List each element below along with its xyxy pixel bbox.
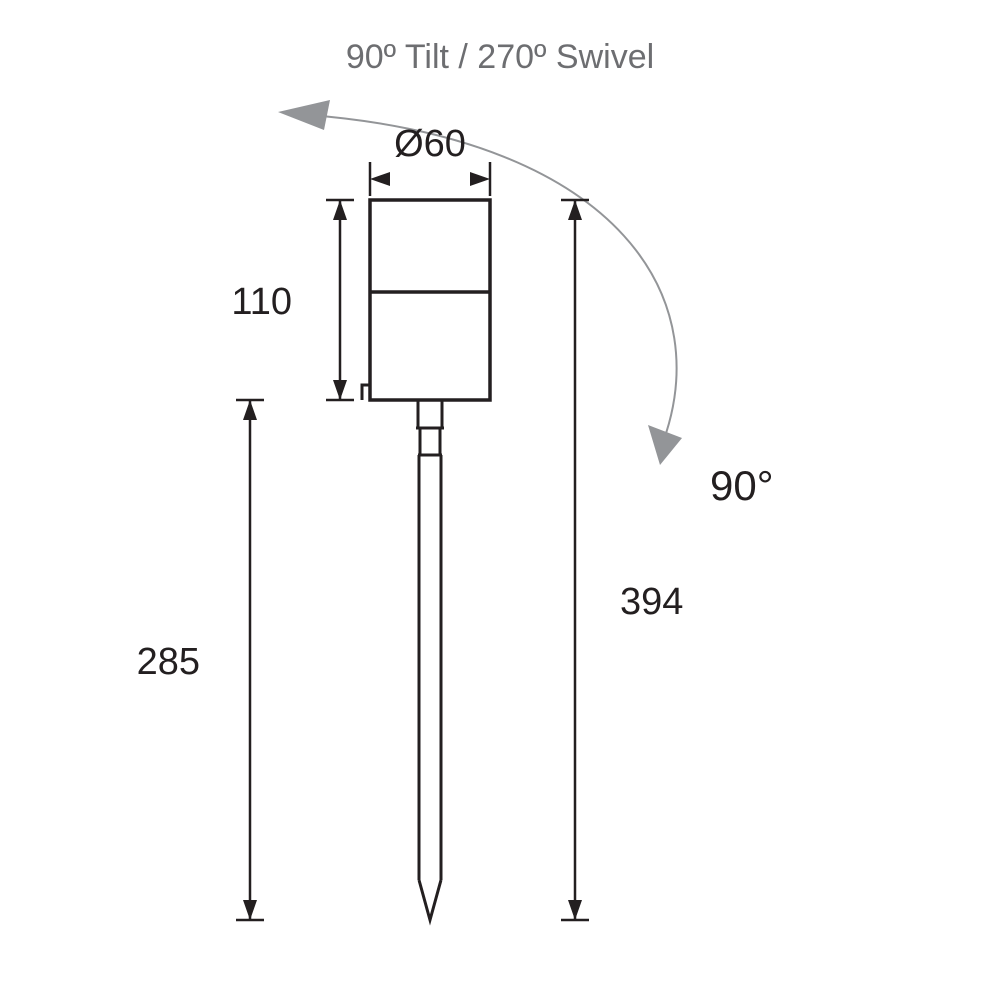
dim-394 xyxy=(561,200,589,920)
dim-110-label: 110 xyxy=(231,281,292,323)
dim-285-label: 285 xyxy=(137,641,200,683)
title-label: 90º Tilt / 270º Swivel xyxy=(346,38,654,76)
product-outline xyxy=(362,200,490,920)
dimension-diagram: 90º Tilt / 270º Swivel 90° Ø60 xyxy=(0,0,1000,1000)
diameter-dimension xyxy=(370,162,490,196)
swivel-arc xyxy=(278,100,682,465)
diameter-label: Ø60 xyxy=(394,123,466,165)
dim-285 xyxy=(236,400,264,920)
dim-394-label: 394 xyxy=(620,581,683,623)
angle-label: 90° xyxy=(710,462,774,509)
arc-arrow-start xyxy=(278,100,330,130)
arc-arrow-end xyxy=(648,425,682,465)
dim-110 xyxy=(326,200,354,400)
